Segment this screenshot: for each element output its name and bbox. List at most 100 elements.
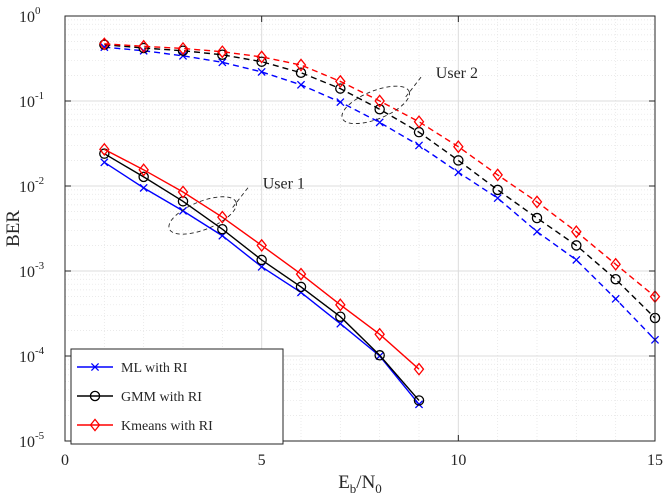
x-marker (178, 206, 188, 215)
x-tick-label: 0 (61, 452, 69, 469)
circle-marker (374, 103, 385, 115)
diamond-marker (453, 140, 464, 154)
annotation-leader (232, 186, 250, 208)
x-tick-label: 10 (450, 452, 466, 469)
legend-entry-1: GMM with RI (77, 390, 202, 405)
x-marker (493, 194, 502, 203)
circle-marker (295, 281, 307, 293)
diamond-marker (295, 267, 307, 281)
diamond-marker (99, 142, 110, 156)
circle-marker (492, 184, 503, 196)
x-title-mid: /N (356, 472, 375, 493)
x-axis-title: Eb/N0 (338, 472, 382, 496)
diamond-marker (217, 210, 228, 224)
series-line (103, 153, 420, 401)
diamond-marker (413, 362, 425, 376)
diamond-marker (374, 327, 385, 341)
x-title-sub1: b (350, 481, 357, 496)
y-tick-exponent: -3 (35, 260, 45, 272)
series-line (104, 43, 656, 298)
x-marker (414, 141, 424, 150)
series-line (104, 46, 656, 341)
circle-marker (256, 254, 267, 266)
x-marker (375, 118, 384, 127)
series-5 (99, 37, 661, 304)
annotation-user1: User 1 (168, 175, 305, 235)
x-marker (414, 400, 424, 409)
circle-marker (138, 171, 149, 183)
x-marker (296, 288, 306, 297)
y-tick-label: 10 (19, 9, 35, 26)
x-marker (139, 183, 148, 192)
annotation-ellipse (168, 196, 237, 235)
circle-marker (89, 390, 101, 402)
series-2 (99, 142, 425, 376)
diamond-marker (177, 185, 189, 199)
x-marker (90, 362, 100, 372)
diamond-marker (374, 94, 385, 108)
legend-label: ML with RI (121, 361, 188, 376)
y-tick-exponent: -1 (35, 90, 44, 102)
annotation-ellipse (341, 85, 410, 125)
y-tick-exponent: -4 (35, 345, 45, 357)
diamond-marker (138, 39, 149, 53)
y-tick-exponent: 0 (35, 5, 41, 17)
diamond-marker (531, 195, 543, 209)
x-marker (532, 227, 542, 236)
x-marker (336, 98, 345, 107)
annotation-label: User 1 (263, 175, 305, 192)
x-title-sub2: 0 (375, 481, 382, 496)
x-tick-label: 15 (647, 452, 663, 469)
x-marker (257, 67, 266, 76)
y-axis-title: BER (3, 210, 24, 247)
y-tick-label: 10 (19, 264, 35, 281)
x-marker (296, 80, 306, 89)
annotation-leader (405, 75, 423, 98)
diamond-marker (99, 37, 110, 51)
y-tick-exponent: -2 (35, 175, 44, 187)
series-line (104, 148, 420, 370)
y-tick-exponent: -5 (35, 430, 45, 442)
annotation-label: User 2 (436, 65, 478, 82)
series-layer (99, 37, 661, 409)
diamond-marker (256, 50, 267, 64)
series-3 (100, 43, 660, 344)
diamond-marker (177, 41, 189, 56)
legend-entry-2: Kmeans with RI (77, 418, 213, 434)
axes-box (64, 15, 656, 442)
legend: ML with RI GMM with RI Kmeans with RI (70, 348, 284, 445)
x-marker (611, 294, 620, 303)
diamond-marker (335, 74, 346, 89)
circle-marker (413, 395, 425, 406)
series-line (104, 43, 656, 319)
circle-marker (295, 67, 307, 78)
legend-label: GMM with RI (121, 390, 202, 405)
circle-marker (610, 273, 621, 285)
annotation-user2: User 2 (341, 65, 478, 125)
diamond-marker (217, 45, 228, 59)
diamond-marker (256, 238, 267, 253)
x-marker (218, 58, 227, 67)
series-0 (100, 158, 424, 409)
circle-marker (217, 49, 228, 61)
diamond-marker (335, 298, 346, 312)
circle-marker (453, 155, 464, 166)
circle-marker (256, 56, 267, 67)
circle-marker (571, 240, 582, 251)
diamond-marker (89, 418, 101, 432)
diamond-marker (413, 115, 425, 129)
circle-marker (99, 148, 110, 159)
circle-marker (531, 212, 543, 224)
circle-marker (217, 223, 228, 235)
legend-entry-0: ML with RI (77, 361, 188, 376)
annotations-layer: User 1 User 2 (168, 65, 478, 235)
y-tick-label: 10 (19, 349, 35, 366)
y-tick-label: 10 (19, 94, 35, 111)
circle-marker (335, 83, 346, 94)
diamond-marker (492, 168, 503, 182)
y-tick-label: 10 (19, 434, 35, 451)
diamond-marker (138, 163, 149, 177)
x-tick-label: 5 (258, 452, 266, 469)
